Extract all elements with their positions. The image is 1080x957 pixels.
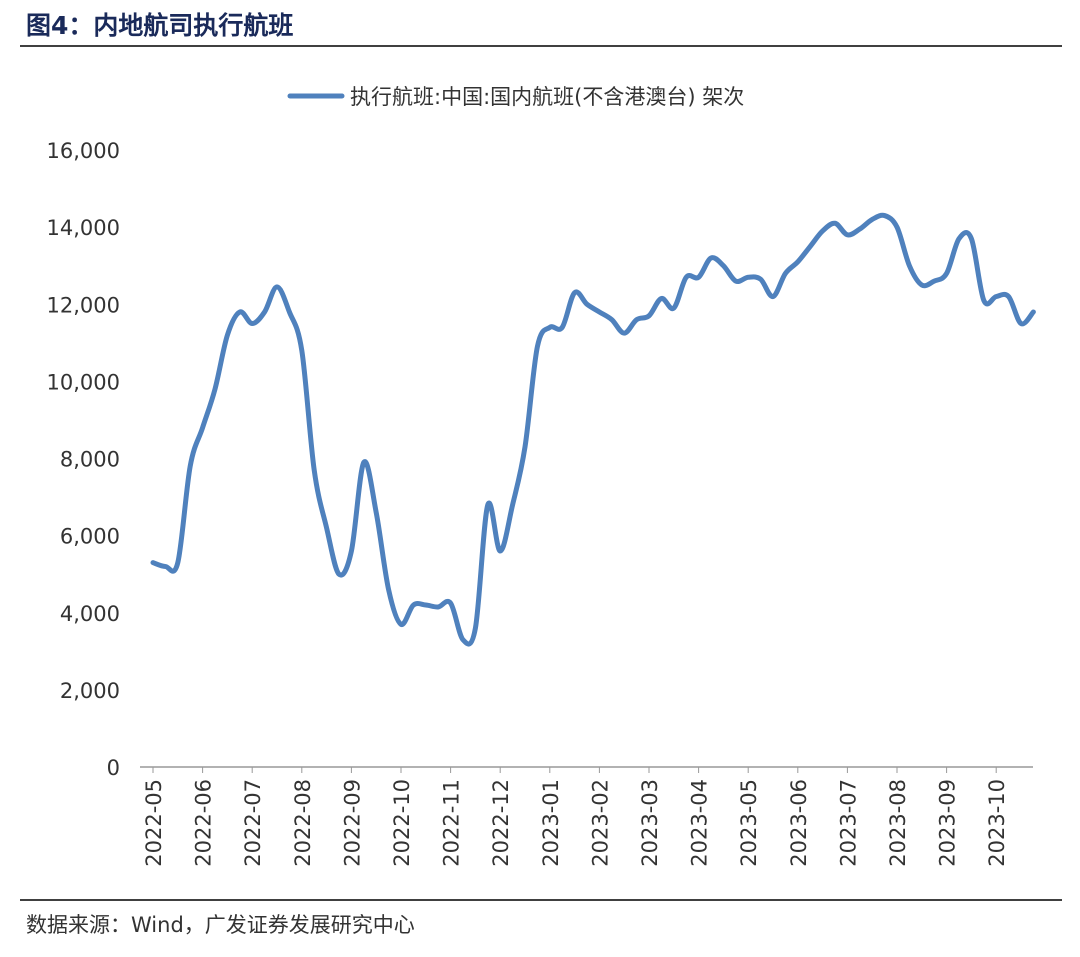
legend-label: 执行航班:中国:国内航班(不含港澳台) 架次 [350, 85, 744, 109]
y-tick-label: 16,000 [47, 139, 120, 163]
x-tick-label: 2022-10 [390, 779, 414, 867]
y-tick-label: 14,000 [47, 216, 120, 240]
x-tick-label: 2023-09 [936, 779, 960, 867]
x-tick-label: 2023-10 [985, 779, 1009, 867]
x-tick-label: 2022-05 [142, 779, 166, 867]
y-tick-label: 8,000 [60, 448, 120, 472]
y-tick-label: 2,000 [60, 679, 120, 703]
source-note: 数据来源：Wind，广发证券发展研究中心 [26, 913, 415, 937]
x-tick-label: 2023-01 [539, 779, 563, 867]
y-tick-label: 4,000 [60, 602, 120, 626]
x-tick-label: 2022-08 [291, 779, 315, 867]
x-tick-label: 2022-11 [440, 779, 464, 867]
chart-title: 图4：内地航司执行航班 [26, 11, 293, 40]
x-tick-label: 2023-07 [836, 779, 860, 867]
x-tick-label: 2023-06 [787, 779, 811, 867]
x-tick-label: 2022-12 [489, 779, 513, 867]
x-tick-label: 2023-04 [688, 779, 712, 867]
x-tick-label: 2022-07 [241, 779, 265, 867]
y-tick-label: 12,000 [47, 293, 120, 317]
x-tick-label: 2023-08 [886, 779, 910, 867]
x-tick-label: 2022-09 [340, 779, 364, 867]
y-tick-label: 6,000 [60, 525, 120, 549]
y-tick-label: 0 [107, 756, 120, 780]
x-tick-label: 2023-03 [638, 779, 662, 867]
x-tick-label: 2023-05 [737, 779, 761, 867]
y-tick-label: 10,000 [47, 370, 120, 394]
plot: 0 2,000 4,000 6,000 8,000 10,000 12,000 14,000 1… [47, 85, 1036, 867]
x-tick-label: 2023-02 [588, 779, 612, 867]
series-line [150, 212, 1036, 647]
x-tick-label: 2022-06 [192, 779, 216, 867]
